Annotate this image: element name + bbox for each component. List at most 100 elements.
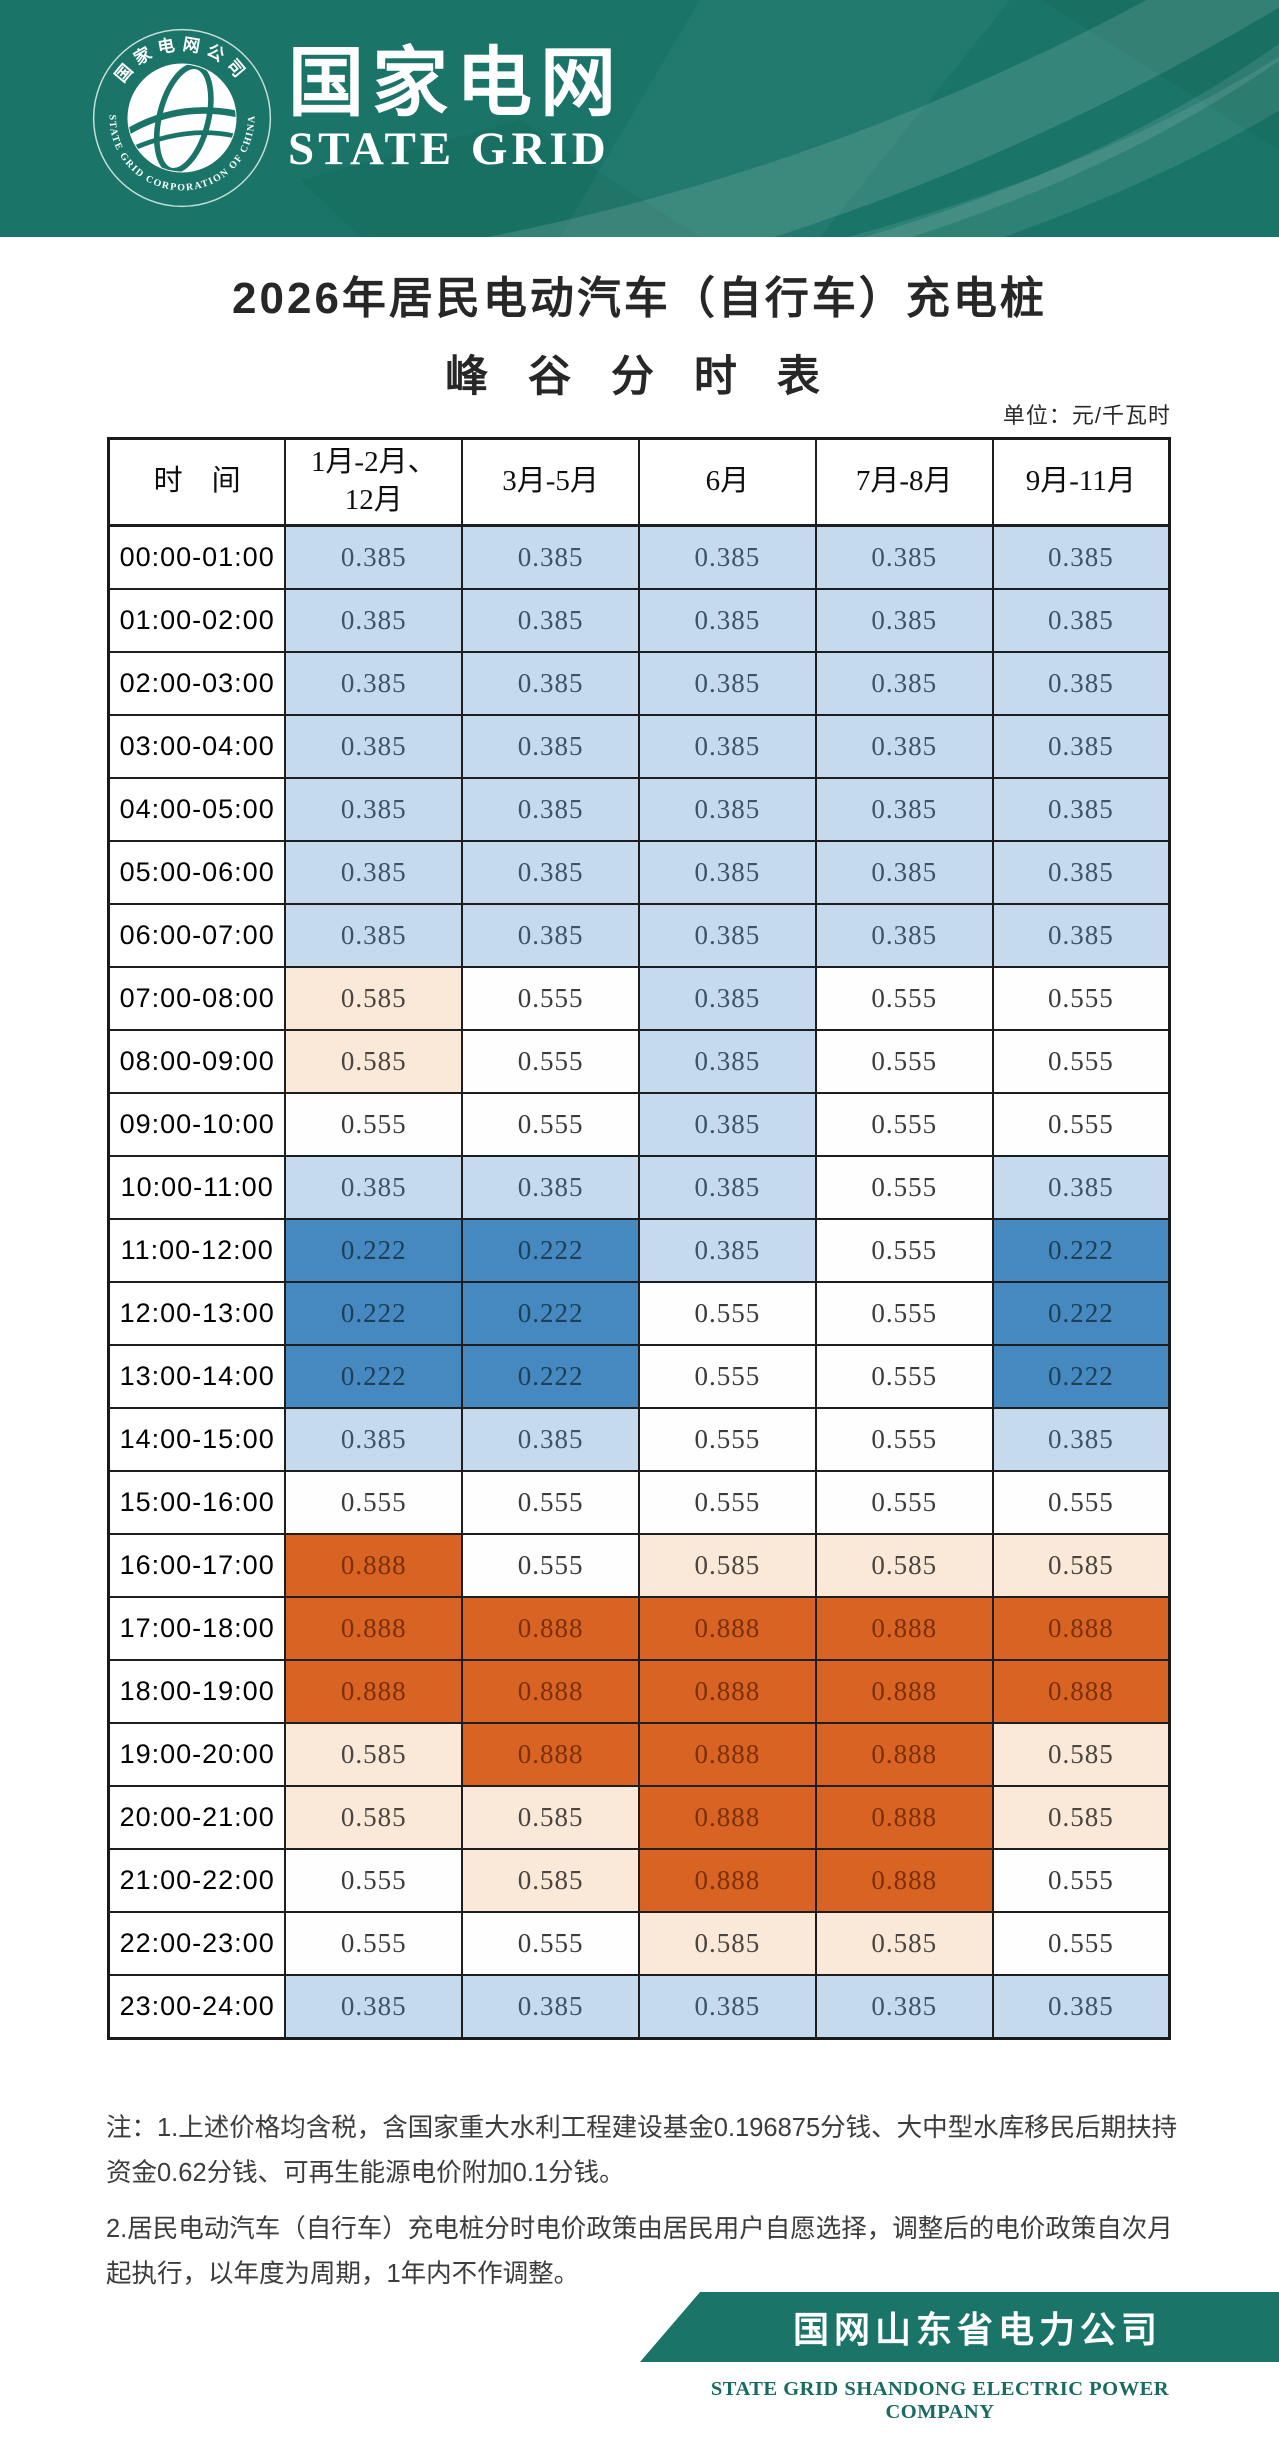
time-slot-cell: 15:00-16:00 [107, 1470, 287, 1535]
price-cell: 0.385 [991, 777, 1171, 842]
price-cell: 0.555 [461, 1029, 640, 1094]
price-cell: 0.222 [461, 1281, 640, 1346]
price-cell: 0.585 [814, 1911, 994, 1976]
price-cell: 0.888 [991, 1659, 1171, 1724]
price-cell: 0.385 [637, 840, 817, 905]
price-cell: 0.222 [991, 1344, 1171, 1409]
title-line-1: 2026年居民电动汽车（自行车）充电桩 [232, 274, 1047, 323]
time-slot-cell: 03:00-04:00 [107, 714, 287, 779]
column-header-time: 时 间 [107, 437, 287, 527]
time-slot-cell: 06:00-07:00 [107, 903, 287, 968]
table-row: 12:00-13:00 0.222 0.222 0.555 0.555 0.222 [107, 1281, 1171, 1346]
table-row: 03:00-04:00 0.385 0.385 0.385 0.385 0.385 [107, 714, 1171, 779]
price-cell: 0.385 [637, 1029, 817, 1094]
time-slot-cell: 07:00-08:00 [107, 966, 287, 1031]
footnote-1: 注：1.上述价格均含税，含国家重大水利工程建设基金0.196875分钱、大中型水… [106, 2114, 1178, 2188]
price-cell: 0.555 [637, 1470, 817, 1535]
price-cell: 0.888 [637, 1659, 817, 1724]
brand-block: 国家电网 STATE GRID [288, 46, 624, 173]
price-cell: 0.585 [284, 966, 464, 1031]
price-cell: 0.585 [637, 1911, 817, 1976]
price-cell: 0.385 [814, 903, 994, 968]
table-row: 21:00-22:00 0.555 0.585 0.888 0.888 0.555 [107, 1848, 1171, 1913]
price-cell: 0.222 [284, 1281, 464, 1346]
price-cell: 0.385 [814, 1974, 994, 2040]
price-cell: 0.385 [637, 1155, 817, 1220]
title-line-2: 峰 谷 分 时 表 [445, 353, 834, 401]
price-cell: 0.385 [991, 1974, 1171, 2040]
time-slot-cell: 02:00-03:00 [107, 651, 287, 716]
time-slot-cell: 10:00-11:00 [107, 1155, 287, 1220]
price-cell: 0.555 [284, 1470, 464, 1535]
table-row: 22:00-23:00 0.555 0.555 0.585 0.585 0.555 [107, 1911, 1171, 1976]
table-row: 05:00-06:00 0.385 0.385 0.385 0.385 0.385 [107, 840, 1171, 905]
price-cell: 0.555 [991, 1092, 1171, 1157]
table-row: 23:00-24:00 0.385 0.385 0.385 0.385 0.385 [107, 1974, 1171, 2040]
time-slot-cell: 05:00-06:00 [107, 840, 287, 905]
price-cell: 0.555 [814, 1281, 994, 1346]
price-cell: 0.222 [461, 1218, 640, 1283]
price-cell: 0.385 [461, 1974, 640, 2040]
time-slot-cell: 08:00-09:00 [107, 1029, 287, 1094]
price-cell: 0.888 [637, 1848, 817, 1913]
price-cell: 0.555 [814, 1344, 994, 1409]
price-cell: 0.585 [284, 1722, 464, 1787]
table-row: 00:00-01:00 0.385 0.385 0.385 0.385 0.385 [107, 524, 1171, 590]
table-row: 15:00-16:00 0.555 0.555 0.555 0.555 0.555 [107, 1470, 1171, 1535]
price-cell: 0.222 [991, 1281, 1171, 1346]
time-slot-cell: 09:00-10:00 [107, 1092, 287, 1157]
price-cell: 0.385 [637, 777, 817, 842]
price-cell: 0.555 [991, 1911, 1171, 1976]
time-slot-cell: 18:00-19:00 [107, 1659, 287, 1724]
price-cell: 0.385 [461, 524, 640, 590]
price-cell: 0.385 [637, 1974, 817, 2040]
price-cell: 0.888 [814, 1596, 994, 1661]
time-slot-cell: 19:00-20:00 [107, 1722, 287, 1787]
price-cell: 0.555 [461, 1533, 640, 1598]
price-cell: 0.555 [991, 1029, 1171, 1094]
price-cell: 0.555 [637, 1407, 817, 1472]
price-cell: 0.385 [284, 651, 464, 716]
time-slot-cell: 01:00-02:00 [107, 588, 287, 653]
price-cell: 0.555 [637, 1344, 817, 1409]
banner-swoosh-decoration [300, 0, 1279, 237]
price-cell: 0.385 [284, 714, 464, 779]
price-cell: 0.385 [461, 1407, 640, 1472]
price-cell: 0.385 [991, 1155, 1171, 1220]
price-cell: 0.385 [284, 1155, 464, 1220]
price-cell: 0.385 [637, 714, 817, 779]
column-header-months-5: 9月-11月 [991, 437, 1171, 527]
table-row: 02:00-03:00 0.385 0.385 0.385 0.385 0.385 [107, 651, 1171, 716]
header-banner: 国家电网公司 STATE GRID CORPORATION OF CHINA 国… [0, 0, 1279, 237]
price-cell: 0.888 [461, 1596, 640, 1661]
unit-label: 单位：元/千瓦时 [1002, 403, 1171, 428]
price-cell: 0.888 [991, 1596, 1171, 1661]
price-cell: 0.385 [461, 651, 640, 716]
price-cell: 0.385 [284, 1407, 464, 1472]
table-row: 11:00-12:00 0.222 0.222 0.385 0.555 0.222 [107, 1218, 1171, 1283]
time-slot-cell: 20:00-21:00 [107, 1785, 287, 1850]
price-cell: 0.888 [637, 1596, 817, 1661]
state-grid-logo: 国家电网公司 STATE GRID CORPORATION OF CHINA [92, 28, 272, 208]
price-cell: 0.555 [814, 1218, 994, 1283]
table-row: 07:00-08:00 0.585 0.555 0.385 0.555 0.555 [107, 966, 1171, 1031]
price-cell: 0.385 [991, 714, 1171, 779]
table-row: 01:00-02:00 0.385 0.385 0.385 0.385 0.385 [107, 588, 1171, 653]
price-cell: 0.222 [284, 1344, 464, 1409]
price-cell: 0.385 [284, 777, 464, 842]
price-cell: 0.555 [991, 1470, 1171, 1535]
time-slot-cell: 22:00-23:00 [107, 1911, 287, 1976]
price-cell: 0.888 [637, 1785, 817, 1850]
price-cell: 0.385 [814, 651, 994, 716]
price-cell: 0.385 [814, 714, 994, 779]
price-cell: 0.555 [637, 1281, 817, 1346]
table-row: 14:00-15:00 0.385 0.385 0.555 0.555 0.385 [107, 1407, 1171, 1472]
footnotes: 注：1.上述价格均含税，含国家重大水利工程建设基金0.196875分钱、大中型水… [106, 2106, 1184, 2308]
price-cell: 0.555 [814, 966, 994, 1031]
time-slot-cell: 17:00-18:00 [107, 1596, 287, 1661]
table-row: 13:00-14:00 0.222 0.222 0.555 0.555 0.222 [107, 1344, 1171, 1409]
price-cell: 0.555 [461, 966, 640, 1031]
table-row: 04:00-05:00 0.385 0.385 0.385 0.385 0.385 [107, 777, 1171, 842]
price-cell: 0.385 [637, 524, 817, 590]
price-cell: 0.385 [637, 966, 817, 1031]
